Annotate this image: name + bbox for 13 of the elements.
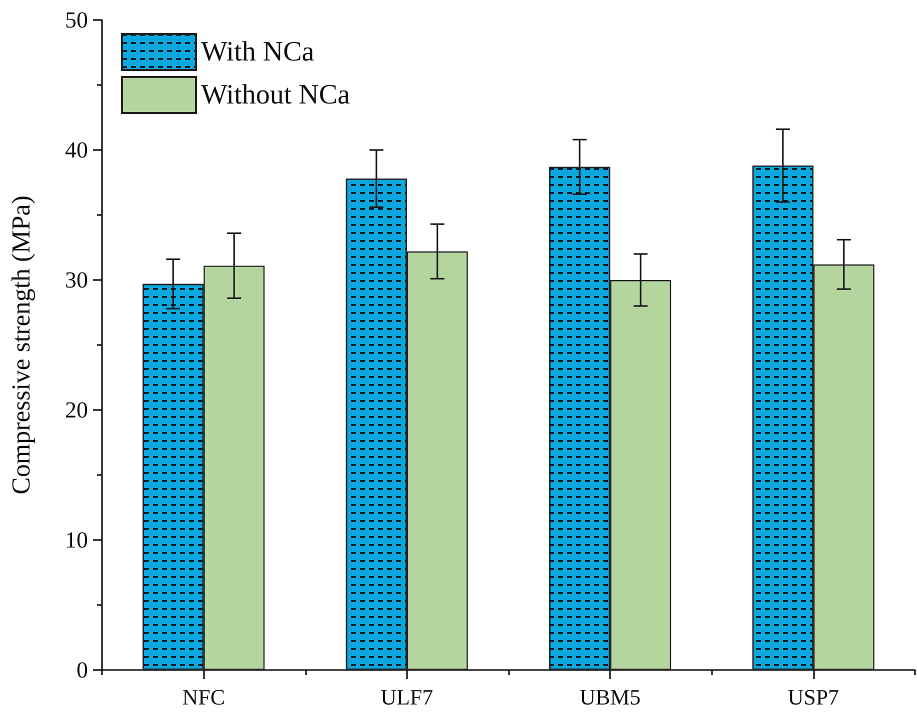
x-tick-label: NFC [182, 684, 226, 710]
y-tick-label: 10 [65, 528, 88, 552]
y-tick-label: 30 [65, 268, 88, 292]
x-tick-label: ULF7 [380, 684, 434, 710]
x-tick-label: USP7 [788, 684, 840, 710]
x-tick-label: UBM5 [580, 684, 641, 710]
y-tick-label: 20 [65, 398, 88, 422]
y-tick-label: 40 [65, 138, 88, 162]
y-tick-label: 50 [65, 8, 88, 32]
legend-label: With NCa [201, 36, 315, 68]
y-tick-label: 0 [76, 658, 88, 682]
y-axis-title: Compressive strength (MPa) [6, 196, 36, 494]
legend-label: Without NCa [201, 80, 351, 110]
